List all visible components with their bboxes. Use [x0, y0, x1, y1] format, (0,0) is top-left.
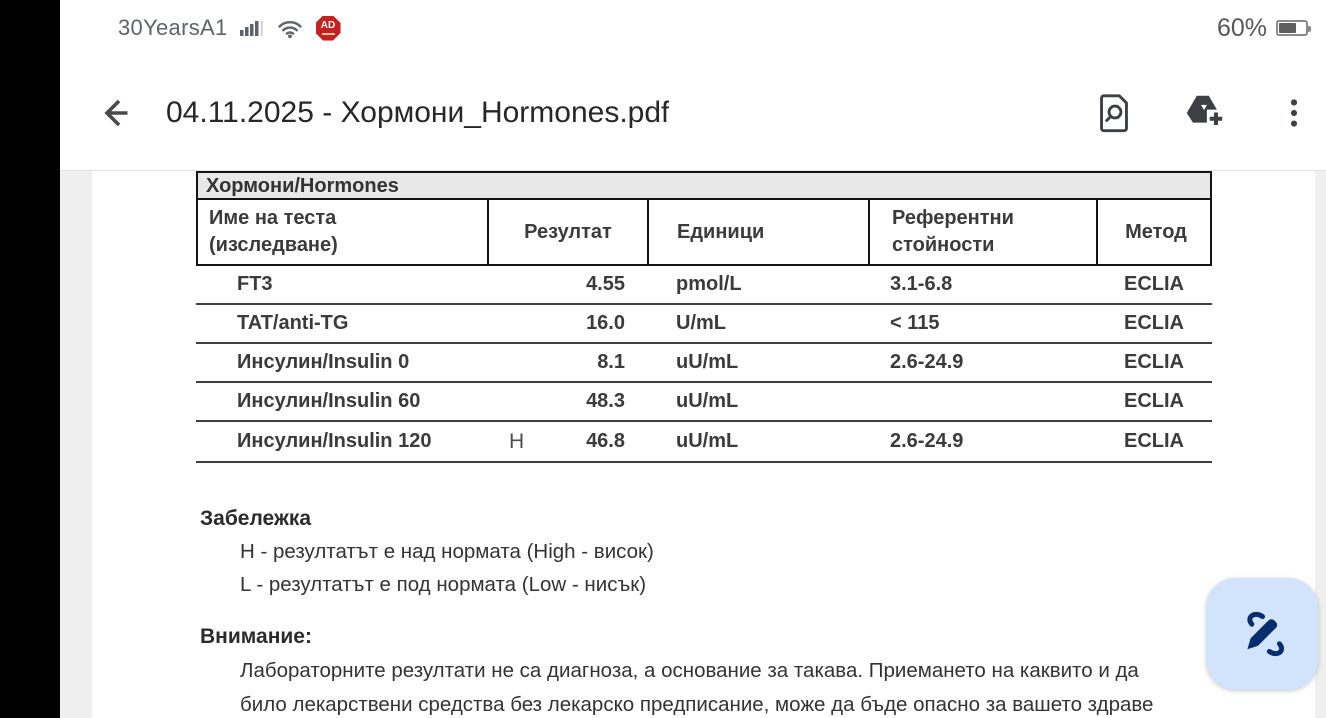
pdf-viewer-content[interactable]: Хормони/Hormones Име на теста (изследван… [60, 170, 1326, 718]
adblock-badge-icon: AD [315, 15, 341, 41]
display-cutout-strip [0, 0, 60, 718]
pen-squiggle-icon [1247, 611, 1285, 657]
wifi-icon [276, 18, 304, 39]
find-in-document-icon [1100, 94, 1128, 133]
hormones-table: Хормони/Hormones Име на теста (изследван… [196, 171, 1212, 463]
note-legend-high: H - резултатът е над нормата (High - вис… [240, 540, 654, 563]
pdf-viewer-app: 30YearsA1 [60, 0, 1326, 718]
column-header-result: Резултат [489, 200, 649, 264]
carrier-label: 30YearsA1 [118, 15, 228, 40]
document-notes: Забележка H - резултатът е над нормата (… [200, 507, 1210, 717]
annotate-fab-button[interactable] [1206, 578, 1318, 690]
result-flag-high: H [509, 429, 525, 453]
status-bar-right: 60% [1216, 13, 1311, 43]
add-to-drive-button[interactable] [1180, 89, 1228, 137]
warning-text-line1: Лабораторните резултати не са диагноза, … [240, 659, 1139, 682]
back-button[interactable] [92, 89, 140, 137]
signal-bars-icon [239, 18, 264, 38]
column-header-test-name: Име на теста (изследване) [198, 200, 489, 264]
table-row: Инсулин/Insulin 60 48.3 uU/mL ECLIA [196, 383, 1212, 422]
warning-text-line2: било лекарствени средства без лекарско п… [240, 693, 1154, 716]
battery-percent-label: 60% [1216, 13, 1267, 42]
table-header-row: Име на теста (изследване) Резултат Едини… [196, 198, 1212, 266]
header-actions [1090, 89, 1326, 137]
table-row: FT3 4.55 pmol/L 3.1-6.8 ECLIA [196, 266, 1212, 305]
adblock-badge-label: AD [320, 20, 336, 31]
column-header-units: Единици [649, 200, 870, 264]
more-options-icon [1290, 99, 1298, 127]
table-row: Инсулин/Insulin 120 H 46.8 uU/mL 2.6-24.9… [196, 422, 1212, 463]
warning-title: Внимание: [200, 625, 312, 648]
app-header: 04.11.2025 - Хормони_Hormones.pdf [60, 56, 1326, 170]
column-header-method: Метод [1125, 220, 1187, 243]
pdf-page: Хормони/Hormones Име на теста (изследван… [92, 171, 1315, 718]
table-title: Хормони/Hormones [196, 171, 1212, 198]
battery-icon [1276, 20, 1311, 36]
find-in-document-button[interactable] [1090, 89, 1138, 137]
note-title: Забележка [200, 507, 312, 530]
note-legend-low: L - резултатът е под нормата (Low - нисъ… [240, 573, 647, 596]
status-bar: 30YearsA1 [60, 0, 1326, 56]
table-row: Инсулин/Insulin 0 8.1 uU/mL 2.6-24.9 ECL… [196, 344, 1212, 383]
document-title: 04.11.2025 - Хормони_Hormones.pdf [166, 96, 670, 129]
add-to-drive-icon [1186, 95, 1226, 128]
status-bar-left: 30YearsA1 [118, 15, 341, 41]
more-options-button[interactable] [1270, 89, 1318, 137]
table-row: TAT/anti-TG 16.0 U/mL < 115 ECLIA [196, 305, 1212, 344]
column-header-reference: Референтни стойности [870, 200, 1098, 264]
back-arrow-icon [104, 99, 128, 127]
